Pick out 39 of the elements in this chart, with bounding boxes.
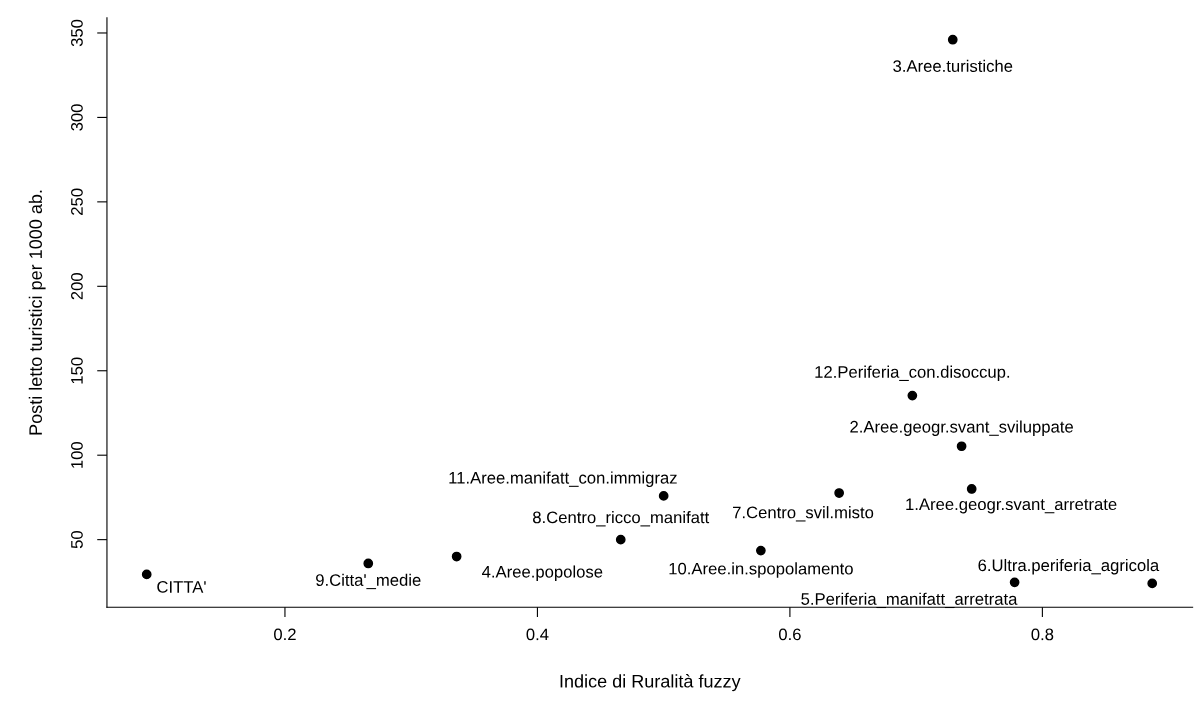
point: [141, 569, 152, 580]
annotation: 5.Periferia_manifatt_arretrata: [801, 592, 1018, 609]
annotation: 2.Aree.geogr.svant_sviluppate: [850, 420, 1073, 436]
annotation: CITTA': [157, 580, 206, 593]
annotation: 4.Aree.popolose: [482, 565, 603, 581]
annotation: 7.Centro_svil.misto: [733, 506, 874, 522]
x-tick-label: 0.4: [526, 628, 549, 641]
y-tick-label: 150: [71, 357, 83, 384]
y-axis-title: Posti letto turistici per 1000 ab.: [28, 190, 46, 435]
annotation: 10.Aree.in.spopolamento: [669, 562, 853, 578]
annotation: 8.Centro_ricco_manifatt: [533, 511, 710, 527]
annotation: 3.Aree.turistiche: [893, 59, 1013, 72]
y-tick-label: 350: [71, 19, 83, 47]
x-axis-title: Indice di Ruralità fuzzy: [560, 674, 741, 692]
y-tick-label: 200: [71, 273, 83, 300]
annotation: 12.Periferia_con.disoccup.: [815, 365, 1010, 382]
x-tick-label: 0.8: [1031, 628, 1054, 641]
point: [451, 551, 462, 562]
point: [1009, 577, 1020, 588]
point: [834, 488, 845, 498]
y-tick-label: 250: [71, 188, 83, 215]
annotation: 11.Aree.manifatt_con.immigraz: [449, 471, 677, 487]
point: [615, 534, 626, 545]
x-tick-label: 0.6: [778, 628, 801, 641]
annotation: 9.Citta'_medie: [316, 573, 421, 590]
point: [658, 491, 669, 501]
point: [966, 484, 977, 494]
point: [756, 545, 766, 556]
point: [907, 390, 918, 401]
y-tick-label: 50: [71, 531, 83, 549]
point: [1147, 578, 1158, 589]
annotation: 6.Ultra.periferia_agricola: [978, 558, 1160, 575]
x-tick-label: 0.2: [274, 628, 296, 641]
y-tick-label: 100: [71, 441, 83, 468]
point: [947, 34, 958, 45]
point: [363, 558, 374, 569]
annotation: 1.Aree.geogr.svant_arretrate: [906, 498, 1117, 514]
point: [956, 441, 967, 452]
y-tick-label: 300: [71, 104, 83, 131]
